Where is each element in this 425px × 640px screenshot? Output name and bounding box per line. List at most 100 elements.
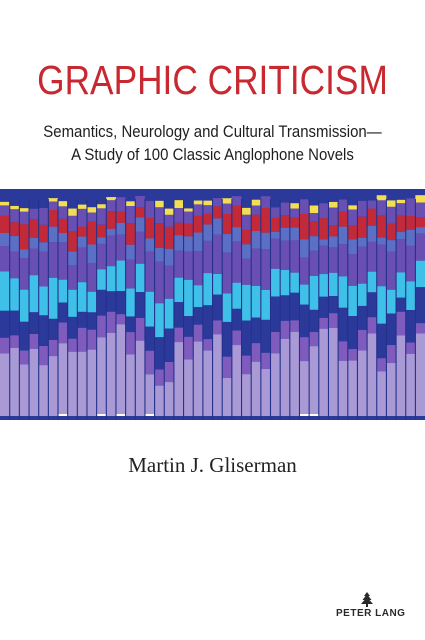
stripe-segment	[48, 356, 59, 416]
stripe-segment	[405, 281, 416, 311]
stripe-segment	[48, 242, 59, 278]
stripe-segment	[405, 310, 416, 343]
book-subtitle-line-1: Semantics, Neurology and Cultural Transm…	[43, 122, 382, 141]
stripe-segment	[405, 229, 416, 246]
stripe-segment	[183, 236, 194, 252]
stripe-segment	[193, 324, 204, 342]
stripe-segment	[241, 207, 252, 215]
stripe-segment	[57, 201, 68, 207]
stripe-segment	[318, 274, 329, 297]
stripe-segment	[183, 251, 194, 280]
stripe-segment	[96, 243, 107, 270]
stripe-segment	[396, 215, 406, 232]
stripe-segment	[0, 232, 10, 247]
peter-lang-logo-icon	[361, 592, 373, 607]
stripe-segment	[376, 323, 387, 359]
stripe-segment	[367, 189, 378, 201]
book-author: Martin J. Gliserman	[128, 453, 297, 477]
stripe-divider	[76, 199, 78, 420]
stripe-segment	[19, 208, 30, 212]
stripe-segment	[77, 282, 88, 312]
stripe-segment	[328, 207, 339, 226]
stripe-segment	[270, 207, 281, 218]
stripe-segment	[376, 358, 387, 372]
stripe-segment	[38, 207, 49, 225]
stripe-segment	[251, 285, 262, 318]
stripe-segment	[212, 198, 223, 207]
stripe-segment	[193, 285, 204, 308]
stripe-segment	[202, 205, 213, 214]
stripe-segment	[164, 382, 175, 416]
stripe-divider	[47, 199, 49, 420]
stripe-segment	[270, 238, 281, 269]
stripe-divider	[279, 199, 281, 420]
stripe-segment	[125, 201, 136, 207]
stripe-tick	[309, 414, 320, 416]
stripe-segment	[396, 203, 406, 216]
stripe-segment	[19, 350, 30, 365]
stripe-segment	[318, 317, 329, 329]
stripe-segment	[241, 320, 252, 356]
stripe-segment	[164, 248, 175, 266]
stripe-segment	[48, 189, 59, 199]
stripe-segment	[357, 246, 368, 284]
stripe-segment	[231, 282, 242, 309]
stripe-divider	[356, 199, 358, 420]
stripe-segment	[0, 353, 10, 416]
stripe-segment	[154, 261, 165, 304]
stripe-segment	[251, 199, 262, 206]
stripe-segment	[106, 228, 117, 236]
stripe-segment	[125, 316, 136, 333]
stripe-tick	[96, 414, 107, 416]
stripe-segment	[144, 251, 155, 292]
stripe-segment	[9, 310, 20, 336]
stripe-segment	[357, 200, 368, 217]
stripe-segment	[289, 217, 300, 228]
stripe-segment	[367, 208, 378, 226]
stripe-segment	[164, 189, 175, 209]
stripe-segment	[19, 364, 30, 416]
stripe-segment	[415, 333, 425, 416]
stripe-segment	[96, 315, 107, 338]
stripe-segment	[347, 209, 358, 226]
stripe-segment	[222, 234, 233, 253]
stripe-segment	[338, 276, 349, 308]
stripe-segment	[86, 244, 97, 264]
stripe-segment	[212, 218, 223, 235]
stripe-segment	[154, 200, 165, 208]
stripe-segment	[173, 250, 184, 278]
stripe-segment	[396, 231, 406, 240]
stripe-segment	[280, 227, 291, 241]
stripe-segment	[405, 189, 416, 199]
stripe-segment	[328, 225, 339, 237]
stripe-segment	[299, 189, 310, 200]
stripe-segment	[338, 341, 349, 361]
stripe-segment	[405, 353, 416, 416]
stripe-segment	[347, 239, 358, 255]
stripe-segment	[338, 199, 349, 212]
stripe-segment	[328, 296, 339, 314]
stripe-segment	[376, 200, 387, 216]
stripe-segment	[38, 251, 49, 287]
stripe-segment	[376, 195, 387, 201]
stripe-segment	[280, 189, 291, 203]
stripe-segment	[309, 221, 320, 237]
stripe-segment	[396, 311, 406, 336]
stripe-divider	[385, 199, 387, 420]
stripe-segment	[338, 211, 349, 227]
stripe-segment	[106, 332, 117, 416]
stripe-segment	[367, 333, 378, 416]
stripe-segment	[396, 199, 406, 204]
book-subtitle-line-2: A Study of 100 Classic Anglophone Novels	[71, 145, 354, 164]
stripe-divider	[144, 199, 146, 420]
stripe-segment	[415, 287, 425, 324]
stripe-segment	[231, 189, 242, 197]
stripe-segment	[106, 291, 117, 312]
stripe-segment	[212, 189, 223, 199]
stripe-segment	[193, 251, 204, 286]
stripe-divider	[105, 199, 107, 420]
stripe-segment	[28, 275, 39, 313]
stripe-divider	[318, 199, 320, 420]
stripe-segment	[376, 371, 387, 416]
stripe-segment	[77, 208, 88, 227]
